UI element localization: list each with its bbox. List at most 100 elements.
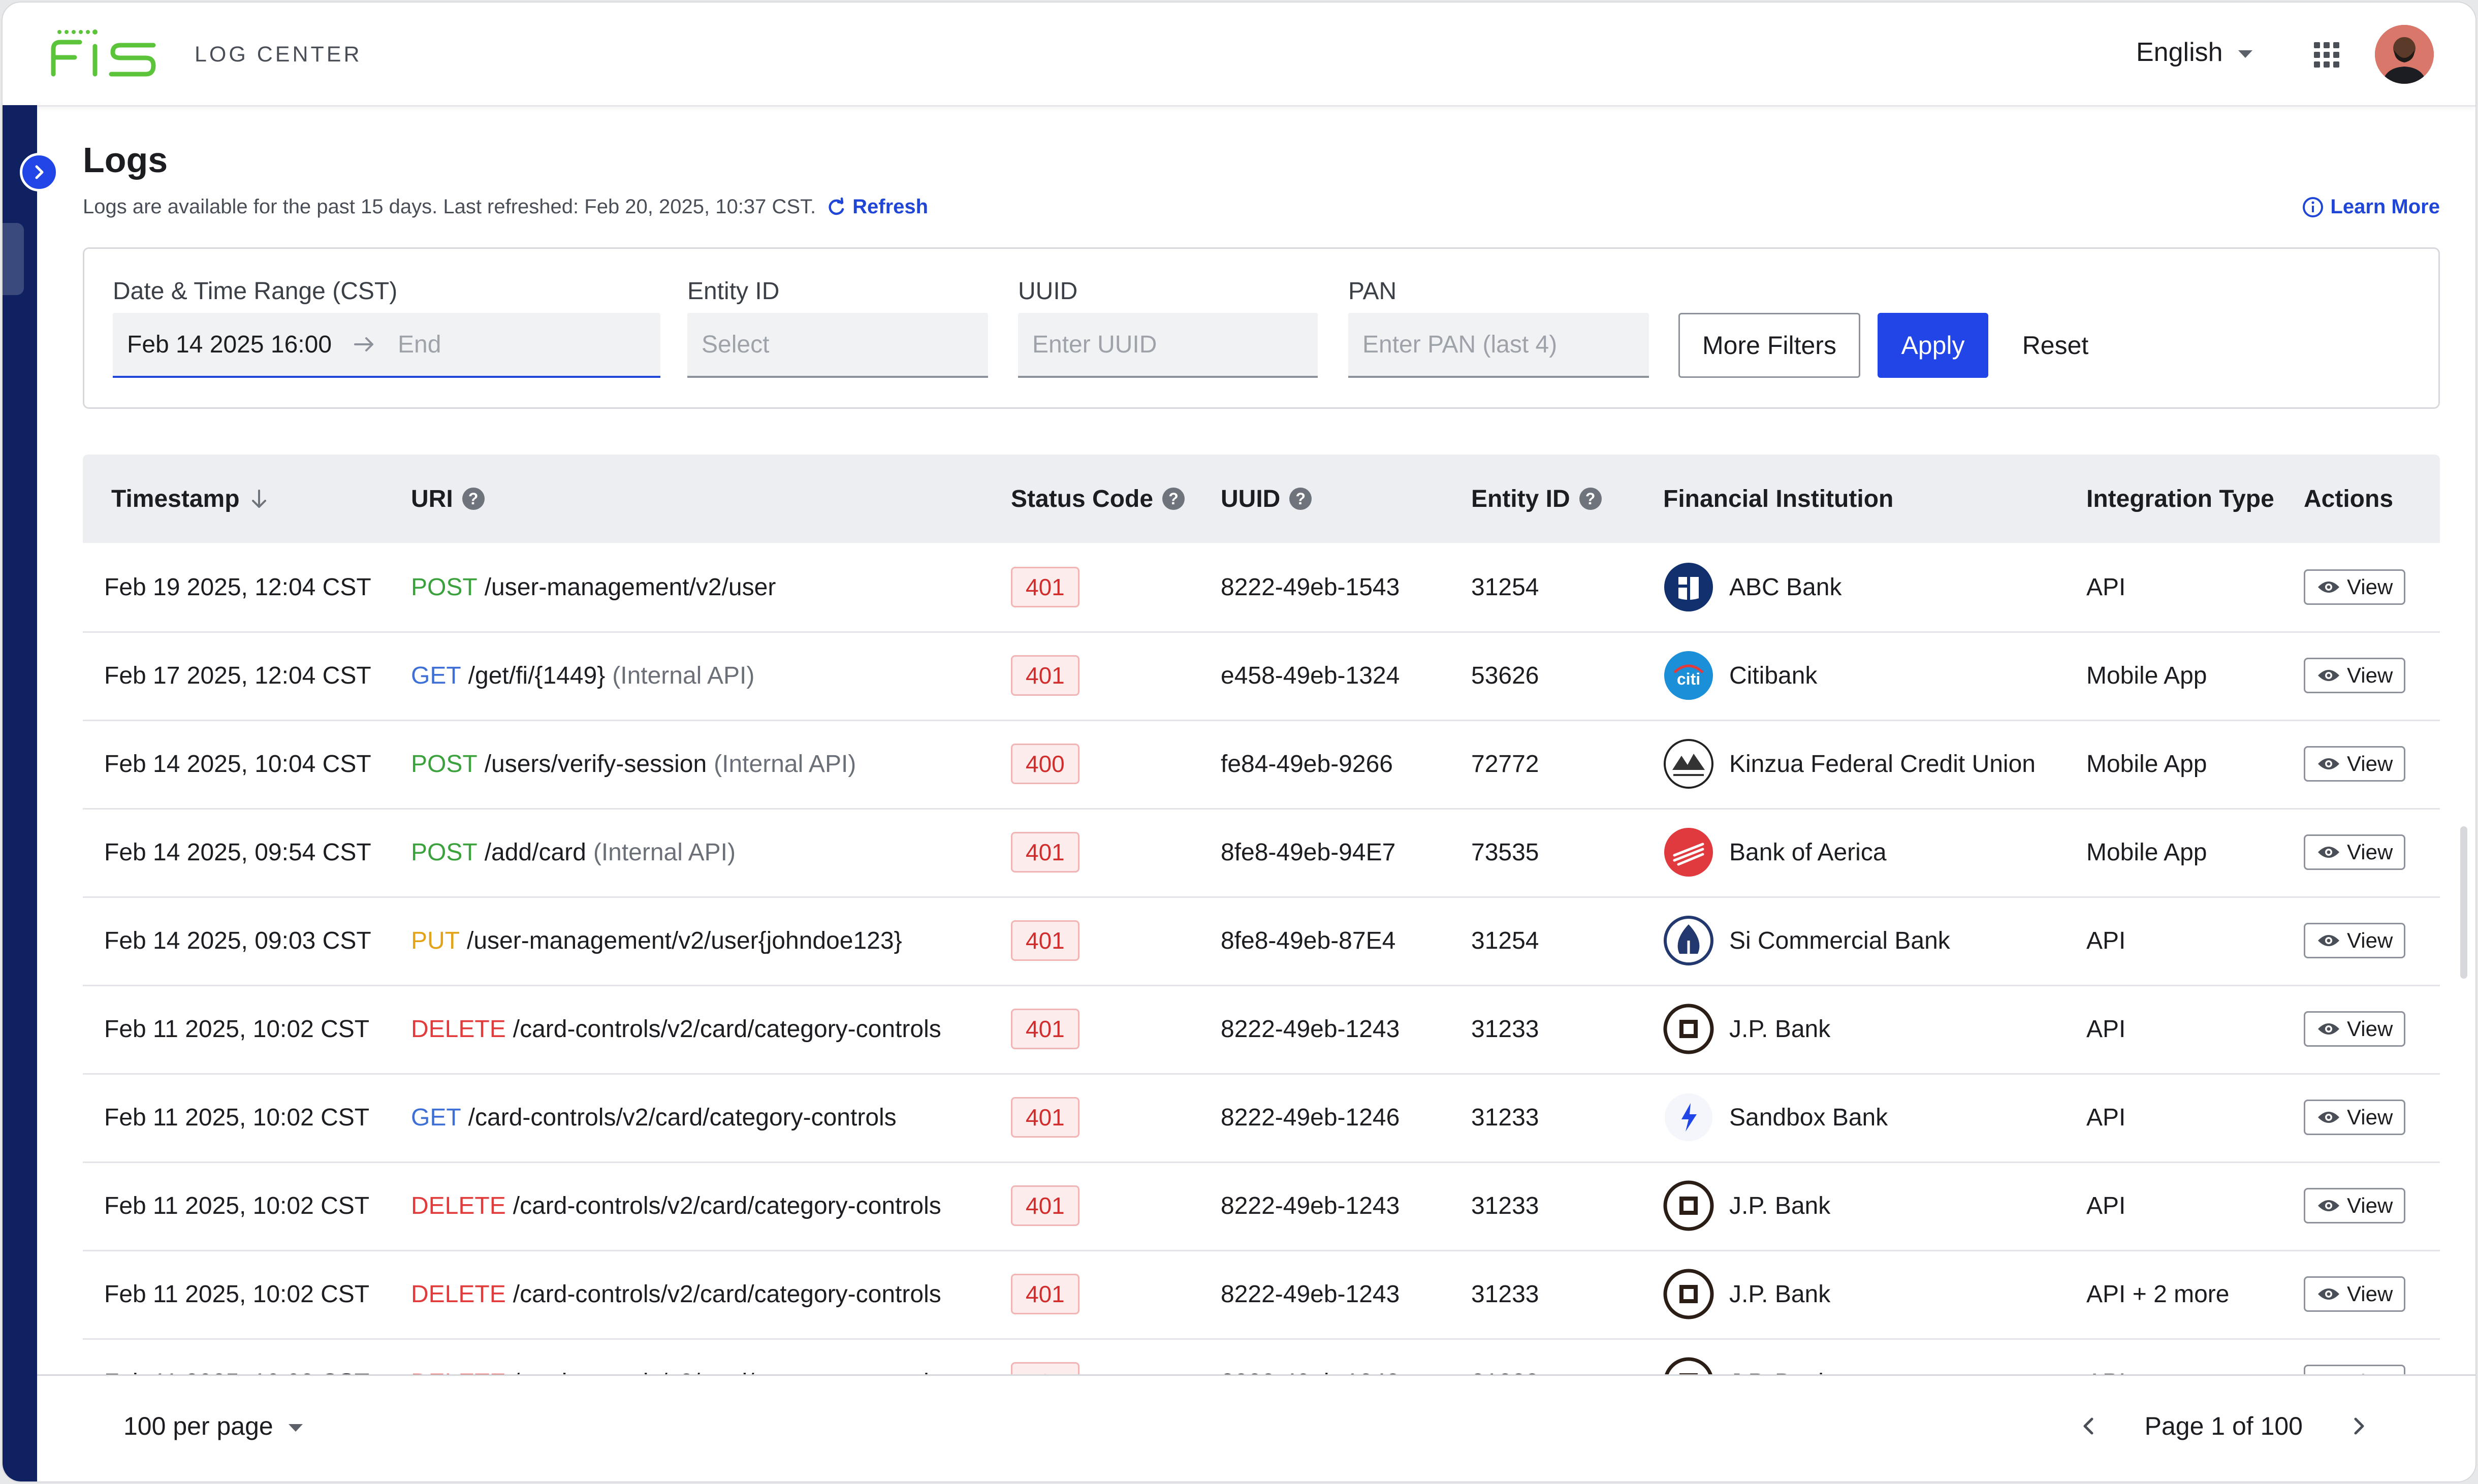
pan-placeholder: Enter PAN (last 4) [1362, 331, 1558, 358]
actions-cell: View [2304, 1250, 2406, 1338]
per-page-select[interactable]: 100 per page [123, 1411, 303, 1441]
table-scrollbar[interactable] [2460, 826, 2467, 979]
status-badge: 401 [1011, 1097, 1079, 1138]
http-method: DELETE [411, 1192, 506, 1219]
table-row: Feb 17 2025, 12:04 CST GET/get/fi/{1449}(… [83, 631, 2440, 721]
financial-institution-cell: J.P. Bank [1663, 1250, 1830, 1338]
table-row: Feb 14 2025, 09:03 CST PUT/user-managemen… [83, 896, 2440, 986]
uri-path: /user-management/v2/user [484, 573, 776, 601]
institution-name: Bank of Aerica [1729, 838, 1887, 866]
uri-cell: POST/users/verify-session (Internal API) [411, 720, 856, 808]
uuid-label: UUID [1018, 278, 1078, 305]
actions-cell: View [2304, 808, 2406, 896]
timestamp-cell: Feb 14 2025, 09:54 CST [104, 838, 371, 866]
uuid-cell: 8fe8-49eb-94E7 [1221, 838, 1396, 866]
boa-bank-logo-icon [1663, 827, 1714, 878]
view-button[interactable]: View [2304, 1188, 2406, 1223]
institution-name: Si Commercial Bank [1729, 927, 1950, 954]
uuid-cell: 8222-49eb-1243 [1221, 1280, 1400, 1308]
arrow-right-icon [354, 337, 374, 351]
view-button[interactable]: View [2304, 923, 2406, 958]
timestamp-cell: Feb 14 2025, 09:03 CST [104, 927, 371, 954]
eye-icon [2318, 758, 2339, 769]
entity-id-cell: 31233 [1471, 1280, 1539, 1308]
integration-type-cell: API [2086, 1104, 2126, 1131]
entity-id-cell: 31233 [1471, 1338, 1539, 1379]
status-badge: 400 [1011, 744, 1079, 784]
table-row: Feb 11 2025, 10:02 CST DELETE/card-contro… [83, 1250, 2440, 1340]
jp-bank-logo-icon [1663, 1004, 1714, 1054]
uri-note: (Internal API) [714, 750, 856, 778]
uri-cell: POST/user-management/v2/user [411, 543, 776, 631]
help-icon[interactable]: ? [1162, 488, 1185, 510]
uri-path: /add/card [484, 838, 586, 866]
financial-institution-cell: Sandbox Bank [1663, 1073, 1888, 1162]
uri-cell: GET/get/fi/{1449} (Internal API) [411, 631, 754, 720]
apply-button[interactable]: Apply [1878, 313, 1988, 378]
date-range-field[interactable]: Feb 14 2025 16:00 End [113, 313, 660, 378]
column-label: Status Code [1011, 485, 1154, 512]
column-timestamp[interactable]: Timestamp [111, 455, 269, 543]
status-cell: 401 [1011, 985, 1079, 1073]
uuid-placeholder: Enter UUID [1032, 331, 1157, 358]
date-start-value: Feb 14 2025 16:00 [127, 331, 332, 358]
entity-id-select[interactable]: Select [687, 313, 988, 378]
eye-icon [2318, 847, 2339, 858]
expand-sidebar-button[interactable] [20, 153, 58, 191]
uuid-cell: fe84-49eb-9266 [1221, 750, 1393, 778]
view-button[interactable]: View [2304, 1276, 2406, 1312]
integration-type-cell: API [2086, 573, 2126, 601]
status-badge: 401 [1011, 832, 1079, 873]
uuid-input[interactable]: Enter UUID [1018, 313, 1318, 378]
previous-page-icon[interactable] [2079, 1414, 2099, 1438]
view-button[interactable]: View [2304, 658, 2406, 693]
eye-icon [2318, 670, 2339, 681]
view-button[interactable]: View [2304, 1011, 2406, 1047]
help-icon[interactable]: ? [1579, 488, 1602, 510]
view-button[interactable]: View [2304, 746, 2406, 782]
status-cell: 401 [1011, 631, 1079, 720]
timestamp-cell: Feb 11 2025, 10:02 CST [104, 1280, 370, 1308]
eye-icon [2318, 1112, 2339, 1123]
refresh-link[interactable]: Refresh [826, 196, 928, 218]
column-label: Actions [2304, 485, 2394, 512]
view-button[interactable]: View [2304, 569, 2406, 605]
more-filters-button[interactable]: More Filters [1678, 313, 1860, 378]
uuid-cell: 8222-49eb-1243 [1221, 1338, 1400, 1379]
timestamp-cell: Feb 14 2025, 10:04 CST [104, 750, 371, 778]
page-subtitle: Logs are available for the past 15 days.… [83, 196, 928, 218]
view-label: View [2347, 1105, 2393, 1129]
actions-cell: View [2304, 896, 2406, 985]
language-selector[interactable]: English [2136, 37, 2252, 68]
uri-note: (Internal API) [612, 662, 755, 689]
reset-button[interactable]: Reset [2022, 331, 2089, 360]
app-title: LOG CENTER [195, 42, 362, 67]
column-actions: Actions [2304, 455, 2393, 543]
institution-name: ABC Bank [1729, 573, 1842, 601]
view-label: View [2347, 663, 2393, 687]
view-button[interactable]: View [2304, 834, 2406, 870]
uri-path: /card-controls/v2/card/category-controls [513, 1280, 941, 1308]
entity-id-cell: 31254 [1471, 573, 1539, 601]
help-icon[interactable]: ? [462, 488, 485, 510]
next-page-icon[interactable] [2348, 1414, 2369, 1438]
fis-logo [51, 29, 156, 77]
timestamp-cell: Feb 11 2025, 10:02 CST [104, 1338, 369, 1379]
entity-id-placeholder: Select [702, 331, 770, 358]
avatar[interactable] [2375, 25, 2434, 84]
pan-input[interactable]: Enter PAN (last 4) [1348, 313, 1649, 378]
pagination: Page 1 of 100 [2079, 1411, 2369, 1441]
status-badge: 401 [1011, 567, 1079, 607]
view-button[interactable]: View [2304, 1100, 2406, 1135]
column-financial-institution: Financial Institution [1663, 455, 1893, 543]
integration-type-cell: Mobile App [2086, 662, 2207, 689]
entity-id-cell: 31233 [1471, 1104, 1539, 1131]
status-badge: 401 [1011, 1274, 1079, 1314]
column-label: UUID [1221, 485, 1281, 512]
jp-bank-logo-icon [1663, 1180, 1714, 1231]
app-grid-icon[interactable] [2314, 42, 2339, 68]
learn-more-link[interactable]: Learn More [2302, 196, 2440, 218]
logs-table: Timestamp URI ? Status Code ? UUID ? Ent… [83, 455, 2440, 1379]
help-icon[interactable]: ? [1289, 488, 1312, 510]
